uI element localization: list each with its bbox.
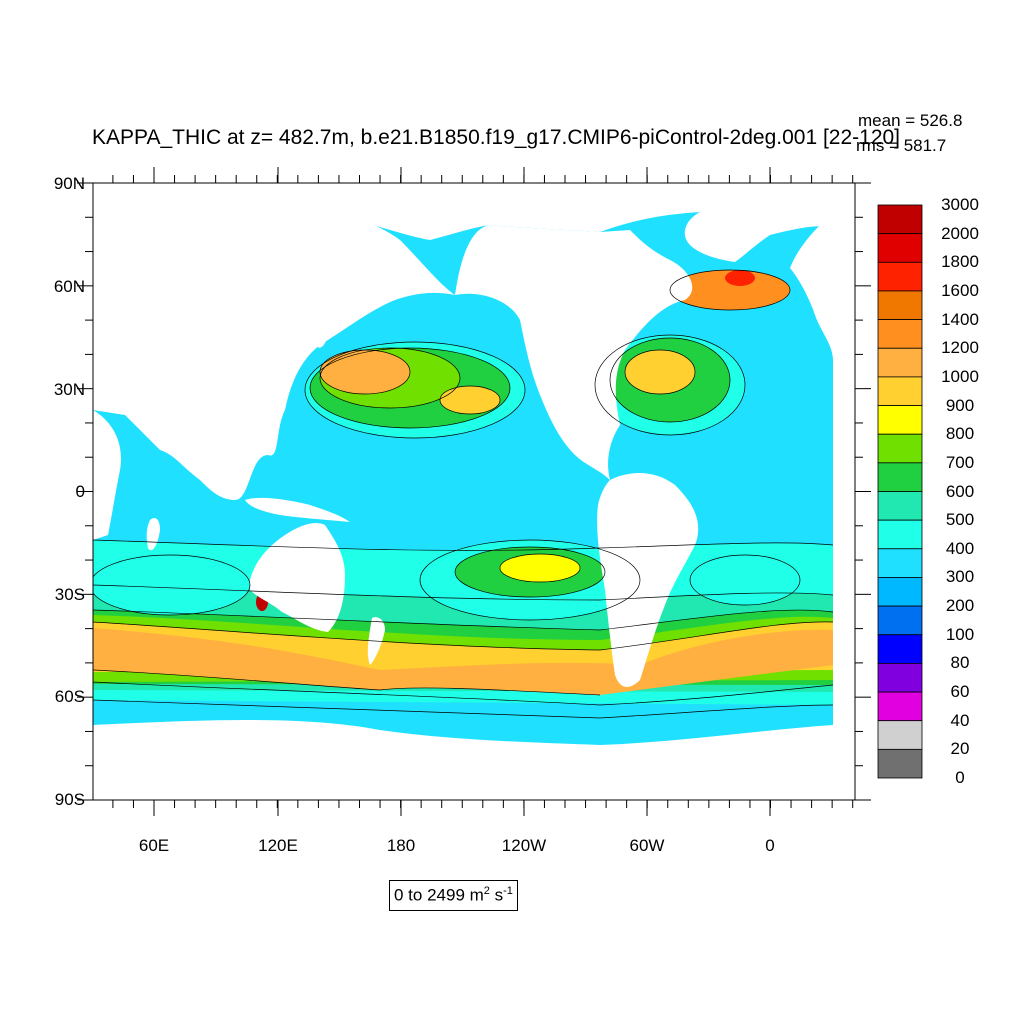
map-panel <box>93 186 834 800</box>
land-europe <box>790 212 833 360</box>
colorbar-label: 20 <box>950 739 970 759</box>
x-tick-label: 60W <box>629 836 665 855</box>
colorbar-swatch <box>877 491 923 521</box>
land-south-america <box>597 473 699 687</box>
units-prefix: 0 to 2499 m <box>394 885 484 905</box>
colorbar-label: 1000 <box>941 366 979 386</box>
colorbar-swatch <box>877 519 923 550</box>
colorbar-swatch <box>877 663 923 693</box>
mean-stat: mean = 526.8 <box>858 111 963 130</box>
colorbar-swatch <box>877 233 923 263</box>
colorbar-swatch <box>877 261 923 292</box>
north-pacific-gyre-1200 <box>320 350 410 394</box>
colorbar-swatch <box>877 634 923 664</box>
colorbar-label: 1400 <box>941 309 979 329</box>
y-tick-label: 60N <box>53 277 85 296</box>
colorbar-label: 200 <box>945 596 975 616</box>
colorbar-label: 100 <box>945 624 975 644</box>
north-pacific-east-1000 <box>440 386 500 414</box>
land-north-america <box>455 225 693 480</box>
land-greenland <box>684 212 833 262</box>
colorbar-label: 300 <box>945 567 975 587</box>
x-tick-label: 60E <box>138 836 170 855</box>
y-tick-label: 30N <box>53 380 85 399</box>
colorbar-swatch <box>877 290 923 321</box>
land-eurasia-north <box>93 212 455 500</box>
y-tick-label: 30S <box>54 585 85 604</box>
units-box: 0 to 2499 m2 s-1 <box>389 880 518 911</box>
colorbar-swatch <box>877 720 923 750</box>
colorbar-swatch <box>877 548 923 578</box>
units-exp1: 2 <box>483 885 490 897</box>
colorbar-swatch <box>877 748 923 779</box>
colorbar-swatch <box>877 462 923 492</box>
x-tick-label: 180 <box>386 836 416 855</box>
y-tick-label: 90N <box>53 174 85 193</box>
contour-lines <box>93 269 834 719</box>
colorbar-label: 1800 <box>941 252 979 272</box>
south-pacific-gyre-800 <box>500 554 580 582</box>
land-indonesia <box>245 497 350 522</box>
colorbar-swatch <box>877 204 923 235</box>
colorbar-label: 600 <box>945 481 975 501</box>
colorbar-label: 2000 <box>941 223 979 243</box>
colorbar-swatch <box>877 376 923 406</box>
colorbar-label: 700 <box>945 452 975 472</box>
chart-title: KAPPA_THIC at z= 482.7m, b.e21.B1850.f19… <box>92 126 901 149</box>
colorbar-label: 900 <box>945 395 975 415</box>
units-exp2: -1 <box>503 885 513 897</box>
colorbar-swatch <box>877 319 923 349</box>
x-tick-label: 120E <box>258 836 298 855</box>
colorbar-swatch <box>877 605 923 636</box>
land-arctic <box>93 186 833 212</box>
south-atlantic-gyre <box>690 555 800 605</box>
colorbar-label: 80 <box>950 653 970 673</box>
rms-stat: rms = 581.7 <box>856 136 947 155</box>
colorbar-label: 1600 <box>941 280 979 300</box>
colorbar-swatch <box>877 433 923 464</box>
north-atlantic-subpolar-1800 <box>725 270 755 286</box>
colorbar-swatch <box>877 691 923 722</box>
colorbar-swatch <box>877 405 923 435</box>
x-tick-label: 0 <box>765 836 775 855</box>
land-antarctica <box>93 720 833 800</box>
units-mid: s <box>489 885 504 905</box>
colorbar-swatch <box>877 577 923 607</box>
indian-gyre <box>93 555 250 615</box>
colorbar-label: 500 <box>945 510 975 530</box>
colorbar-label: 400 <box>945 538 975 558</box>
x-tick-label: 120W <box>501 836 547 855</box>
y-tick-label: 90S <box>54 790 85 809</box>
north-atlantic-subpolar-1400 <box>670 270 790 310</box>
north-atlantic-gyre-1000 <box>625 350 695 394</box>
colorbar-label: 40 <box>950 710 970 730</box>
y-tick-label: 0 <box>75 482 85 501</box>
colorbar-label: 3000 <box>941 195 979 214</box>
land-africa-west <box>93 410 121 540</box>
axis-ticks <box>77 167 871 816</box>
colorbar-label: 800 <box>945 424 975 444</box>
colorbar <box>877 204 923 779</box>
land-japan <box>315 308 331 348</box>
y-tick-label: 60S <box>54 687 85 706</box>
colorbar-label: 60 <box>950 682 970 702</box>
land-australia <box>250 523 345 632</box>
so-band-1200 <box>93 628 833 695</box>
colorbar-swatch <box>877 347 923 378</box>
colorbar-label: 0 <box>955 768 965 787</box>
colorbar-label: 1200 <box>941 338 979 358</box>
